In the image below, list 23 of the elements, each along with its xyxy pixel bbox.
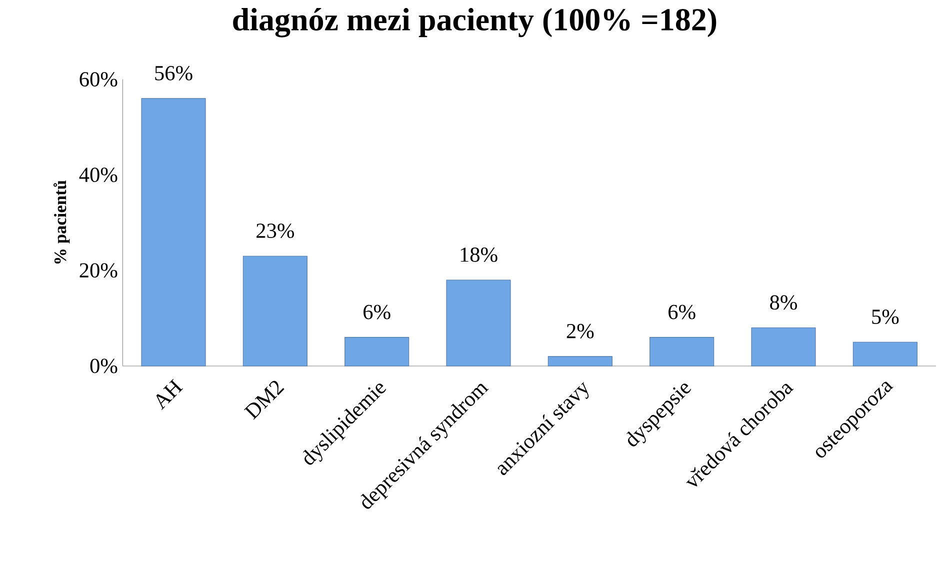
bar: [751, 327, 816, 366]
x-tick-label: AH: [156, 378, 184, 410]
data-label: 18%: [460, 247, 498, 262]
y-tick-label: 40%: [79, 168, 118, 182]
data-label: 23%: [256, 224, 294, 238]
data-label: 6%: [364, 304, 390, 320]
bar: [852, 342, 918, 366]
y-tick-label: 0%: [90, 358, 118, 374]
y-tick-label: 20%: [80, 263, 118, 278]
bar: [141, 98, 206, 366]
y-axis-title: % pacientů: [53, 180, 70, 264]
data-label: 6%: [668, 304, 696, 320]
bar: [446, 280, 511, 366]
data-label: 56%: [155, 66, 192, 80]
data-label: 2%: [566, 324, 594, 338]
data-label: 8%: [770, 295, 797, 310]
data-label: 5%: [872, 310, 899, 324]
y-tick-label: 60%: [80, 72, 118, 87]
bar: [548, 356, 612, 366]
chart-title: diagnóz mezi pacienty (100% =182): [233, 8, 716, 38]
bar: [650, 337, 714, 366]
bar: [242, 256, 308, 366]
bar: [344, 337, 410, 366]
